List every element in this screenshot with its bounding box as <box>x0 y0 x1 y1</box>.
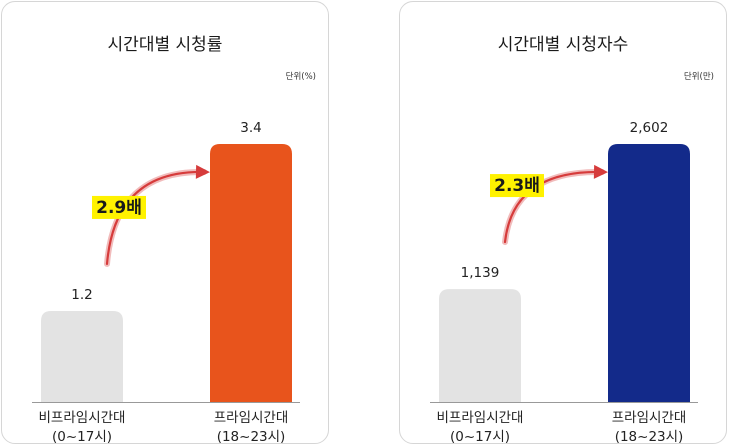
growth-arrow <box>104 164 210 267</box>
category-label: 프라임시간대 <box>214 410 289 426</box>
chart-panel-viewing-rate: 시간대별 시청률 단위(%) 1.2 비프라임시간대 (0~17시) 3.4 프라임시간… <box>1 1 329 445</box>
chart-title: 시간대별 시청률 <box>108 35 223 55</box>
category-sublabel: (0~17시) <box>450 429 510 445</box>
chart-svg-viewer-count: 시간대별 시청자수 단위(만) 1,139 비프라임시간대 (0~17시) 2,602… <box>430 35 714 445</box>
chart-svg-viewing-rate: 시간대별 시청률 단위(%) 1.2 비프라임시간대 (0~17시) 3.4 프라임시간… <box>32 35 316 445</box>
category-label: 비프라임시간대 <box>437 410 524 426</box>
chart-panel-viewer-count: 시간대별 시청자수 단위(만) 1,139 비프라임시간대 (0~17시) 2,602… <box>399 1 727 445</box>
category-sublabel: (18~23시) <box>217 429 286 445</box>
category-sublabel: (18~23시) <box>615 429 684 445</box>
data-label: 3.4 <box>240 120 261 136</box>
multiplier-highlight <box>490 174 544 198</box>
arrow-head-icon <box>593 164 608 179</box>
bar <box>439 289 521 402</box>
multiplier-highlight <box>92 195 146 219</box>
data-label: 1.2 <box>71 287 92 303</box>
multiplier-label: 2.9배 <box>96 198 142 218</box>
bar <box>210 144 292 402</box>
category-label: 비프라임시간대 <box>39 410 126 426</box>
category-label: 프라임시간대 <box>612 410 687 426</box>
category-sublabel: (0~17시) <box>52 429 112 445</box>
multiplier-label: 2.3배 <box>494 176 540 196</box>
data-label: 1,139 <box>461 265 500 281</box>
data-label: 2,602 <box>630 120 669 136</box>
bar <box>41 310 123 402</box>
unit-label: 단위(%) <box>286 71 316 82</box>
bar <box>608 144 690 402</box>
chart-title: 시간대별 시청자수 <box>498 35 629 55</box>
unit-label: 단위(만) <box>684 71 714 82</box>
arrow-head-icon <box>195 164 210 179</box>
